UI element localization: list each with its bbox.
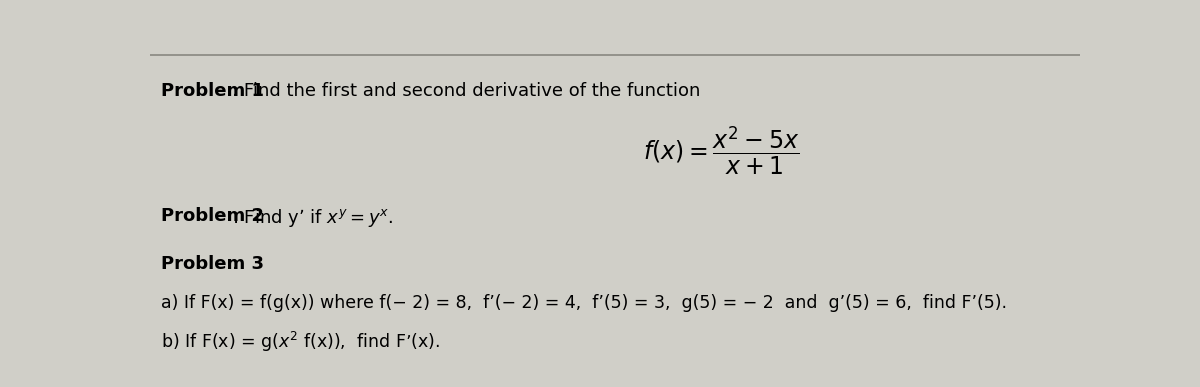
Text: a) If F(x) = f(g(x)) where f(− 2) = 8,  f’(− 2) = 4,  f’(5) = 3,  g(5) = − 2  an: a) If F(x) = f(g(x)) where f(− 2) = 8, f… <box>161 294 1007 312</box>
Text: : Find y’ if $x^y = y^x$.: : Find y’ if $x^y = y^x$. <box>232 207 394 229</box>
Text: Problem 1: Problem 1 <box>161 82 264 100</box>
Text: :: : <box>232 255 238 273</box>
Text: : Find the first and second derivative of the function: : Find the first and second derivative o… <box>232 82 701 100</box>
Text: b) If F(x) = g($x^2$ f(x)),  find F’(x).: b) If F(x) = g($x^2$ f(x)), find F’(x). <box>161 330 440 354</box>
Text: $f(x) = \dfrac{x^2 - 5x}{x + 1}$: $f(x) = \dfrac{x^2 - 5x}{x + 1}$ <box>643 125 799 177</box>
Text: Problem 3: Problem 3 <box>161 255 264 273</box>
Text: Problem 2: Problem 2 <box>161 207 264 225</box>
